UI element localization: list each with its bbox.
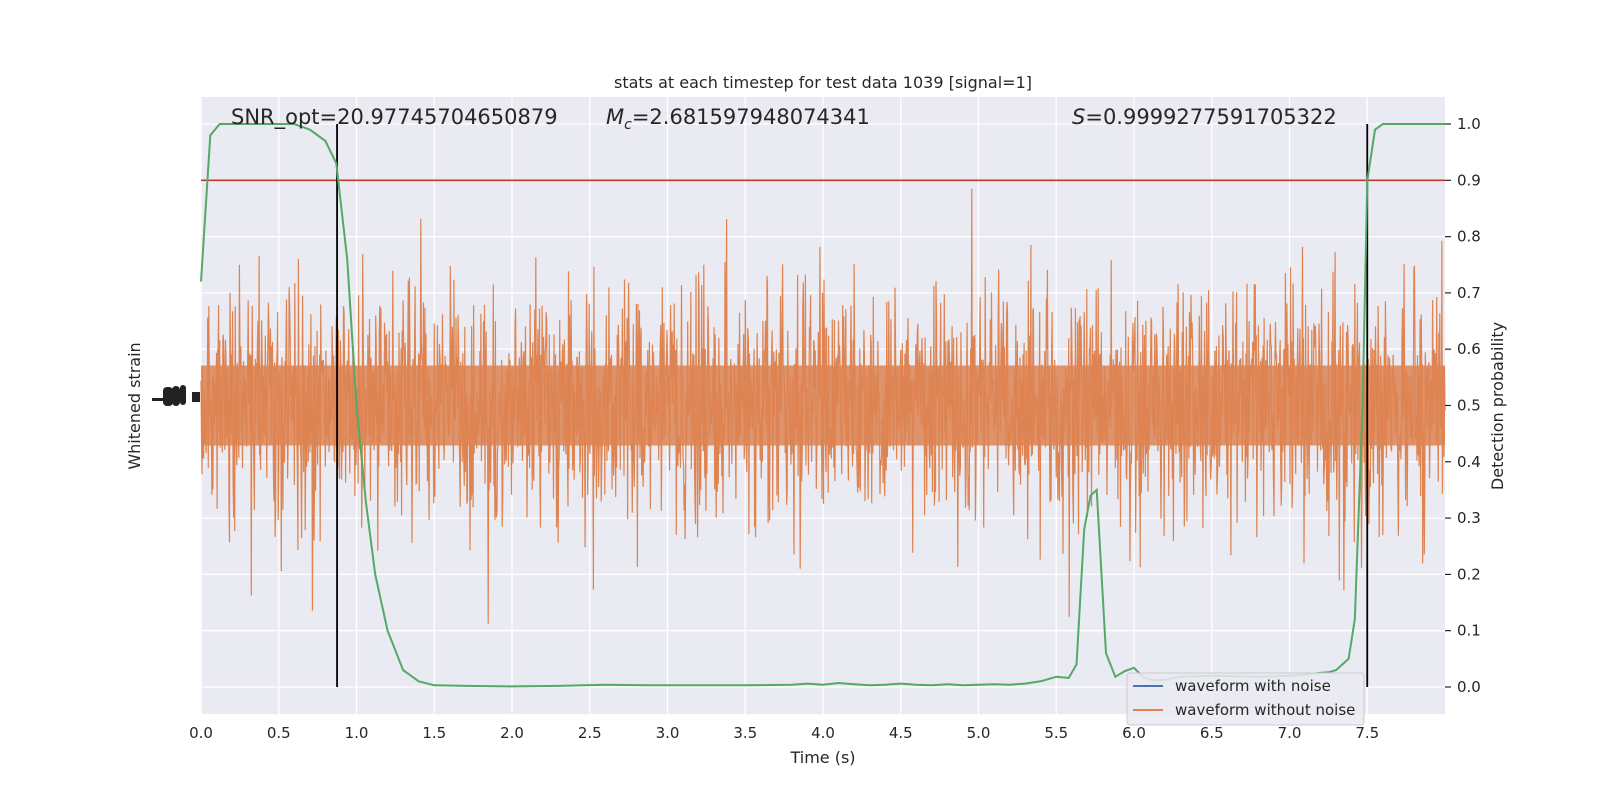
x-tick-label-4: 2.0: [500, 724, 524, 742]
y-right-tick-label-2: 0.2: [1457, 565, 1481, 583]
y-right-tick-label-7: 0.7: [1457, 284, 1481, 302]
x-tick-label-1: 0.5: [267, 724, 291, 742]
x-tick-label-7: 3.5: [733, 724, 757, 742]
chirp-mass-annotation: Mc=2.681597948074341: [606, 105, 870, 133]
s-annotation: S=0.9999277591705322: [1072, 105, 1337, 129]
x-tick-label-9: 4.5: [889, 724, 913, 742]
snr-value: 20.97745704650879: [337, 105, 557, 129]
x-axis-label: Time (s): [789, 748, 855, 767]
y-right-tick-label-6: 0.6: [1457, 340, 1481, 358]
chirp-mass-subscript: c: [624, 117, 632, 133]
legend-label-with-noise: waveform with noise: [1175, 677, 1331, 695]
waveform-without-noise-series: [200, 188, 1446, 624]
x-tick-labels: 0.0 0.5 1.0 1.5 2.0 2.5 3.0 3.5 4.0 4.5 5.0 5.5 6.0 6…: [189, 724, 1379, 742]
legend-label-without-noise: waveform without noise: [1175, 701, 1355, 719]
x-tick-label-0: 0.0: [189, 724, 213, 742]
x-tick-label-2: 1.0: [345, 724, 369, 742]
y-right-tick-label-8: 0.8: [1457, 228, 1481, 246]
snr-annotation: SNR_opt=20.97745704650879: [231, 105, 558, 130]
legend: waveform with noise waveform without noi…: [1126, 672, 1365, 726]
snr-prefix: SNR_opt=: [231, 105, 337, 130]
x-tick-label-11: 5.5: [1044, 724, 1068, 742]
chirp-mass-symbol: M: [606, 105, 624, 129]
y-right-tick-label-10: 1.0: [1457, 115, 1481, 133]
y-right-tick-label-5: 0.5: [1457, 397, 1481, 415]
x-tick-label-10: 5.0: [967, 724, 991, 742]
y-axis-right-label: Detection probability: [1488, 322, 1507, 490]
y-right-tick-label-1: 0.1: [1457, 622, 1481, 640]
x-tick-label-5: 2.5: [578, 724, 602, 742]
x-tick-label-14: 7.0: [1278, 724, 1302, 742]
left-axis-collapsed-ticks: [152, 385, 200, 406]
s-value: =0.9999277591705322: [1085, 105, 1336, 129]
waveform-dense-band: [201, 365, 1445, 446]
x-tick-label-6: 3.0: [656, 724, 680, 742]
y-right-tick-label-4: 0.4: [1457, 453, 1481, 471]
chirp-mass-value: =2.681597948074341: [632, 105, 870, 129]
x-tick-label-13: 6.5: [1200, 724, 1224, 742]
chart-title: stats at each timestep for test data 103…: [614, 73, 1032, 92]
s-symbol: S: [1072, 105, 1085, 129]
y-right-tick-labels: 0.0 0.1 0.2 0.3 0.4 0.5 0.6 0.7 0.8 0.9 1.0: [1445, 115, 1481, 696]
legend-box: [1126, 672, 1365, 726]
y-right-tick-label-9: 0.9: [1457, 171, 1481, 189]
x-tick-label-12: 6.0: [1122, 724, 1146, 742]
x-tick-label-3: 1.5: [422, 724, 446, 742]
x-tick-label-8: 4.0: [811, 724, 835, 742]
y-right-tick-label-0: 0.0: [1457, 678, 1481, 696]
x-tick-label-15: 7.5: [1355, 724, 1379, 742]
y-axis-left-label: Whitened strain: [125, 342, 144, 469]
y-right-tick-label-3: 0.3: [1457, 509, 1481, 527]
